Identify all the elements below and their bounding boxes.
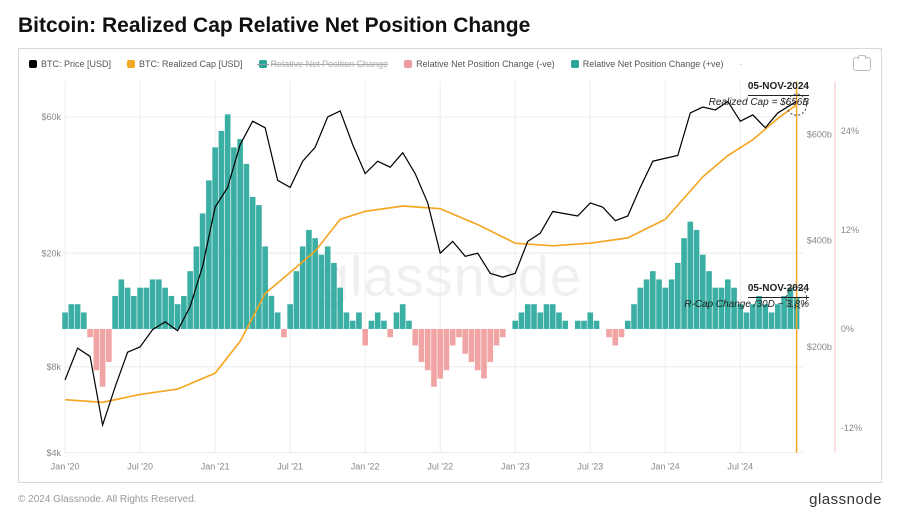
svg-text:Jul '23: Jul '23: [577, 461, 603, 471]
svg-text:0%: 0%: [841, 324, 854, 334]
annot-bot-date: 05-NOV-2024: [748, 283, 809, 298]
legend-neg[interactable]: Relative Net Position Change (-ve): [404, 59, 555, 69]
legend-price[interactable]: BTC: Price [USD]: [29, 59, 111, 69]
camera-icon[interactable]: [853, 57, 871, 71]
svg-text:$400b: $400b: [807, 235, 832, 245]
svg-text:$60k: $60k: [42, 112, 62, 122]
legend-neg-label: Relative Net Position Change (-ve): [416, 59, 555, 69]
brand-logo: glassnode: [809, 491, 882, 508]
svg-text:-12%: -12%: [841, 423, 862, 433]
svg-text:$20k: $20k: [42, 248, 62, 258]
footer: © 2024 Glassnode. All Rights Reserved. g…: [18, 483, 882, 508]
svg-text:Jan '20: Jan '20: [51, 461, 80, 471]
legend-strike[interactable]: Relative Net Position Change: [259, 59, 389, 69]
chart-svg: $4k $8k $20k $60k $200b $400b $600b -12% 0% 12% 24…: [29, 75, 871, 476]
svg-text:$200b: $200b: [807, 342, 832, 352]
svg-text:Jan '24: Jan '24: [651, 461, 680, 471]
copyright: © 2024 Glassnode. All Rights Reserved.: [18, 494, 197, 505]
legend-pos-label: Relative Net Position Change (+ve): [583, 59, 724, 69]
legend-rcap[interactable]: BTC: Realized Cap [USD]: [127, 59, 243, 69]
svg-text:Jul '24: Jul '24: [727, 461, 753, 471]
svg-text:$4k: $4k: [47, 448, 62, 458]
annot-bot-sub: R-Cap Change /30D ~ 3.8%: [684, 299, 809, 310]
svg-text:24%: 24%: [841, 126, 859, 136]
legend-strike-label: Relative Net Position Change: [271, 59, 389, 69]
plot-area[interactable]: glassnode $4k$8k$20k$60k$200b$400b$600b-…: [29, 75, 871, 476]
legend-price-label: BTC: Price [USD]: [41, 59, 111, 69]
annotation-top: 05-NOV-2024 Realized Cap = $656B: [709, 81, 809, 109]
svg-text:Jul '21: Jul '21: [277, 461, 303, 471]
swatch-strike: [259, 60, 267, 68]
svg-text:Jul '20: Jul '20: [127, 461, 153, 471]
swatch-pos: [571, 60, 579, 68]
svg-text:$8k: $8k: [47, 362, 62, 372]
swatch-price: [29, 60, 37, 68]
swatch-rcap: [127, 60, 135, 68]
annot-top-sub: Realized Cap = $656B: [709, 97, 809, 108]
page-title: Bitcoin: Realized Cap Relative Net Posit…: [18, 14, 882, 38]
legend: BTC: Price [USD] BTC: Realized Cap [USD]…: [29, 57, 871, 71]
svg-text:Jan '21: Jan '21: [201, 461, 230, 471]
svg-text:Jul '22: Jul '22: [427, 461, 453, 471]
svg-text:12%: 12%: [841, 225, 859, 235]
svg-text:$600b: $600b: [807, 129, 832, 139]
legend-pos[interactable]: Relative Net Position Change (+ve): [571, 59, 724, 69]
legend-rcap-label: BTC: Realized Cap [USD]: [139, 59, 243, 69]
svg-text:Jan '22: Jan '22: [351, 461, 380, 471]
swatch-neg: [404, 60, 412, 68]
svg-text:Jan '23: Jan '23: [501, 461, 530, 471]
chart-container: BTC: Price [USD] BTC: Realized Cap [USD]…: [18, 48, 882, 483]
annot-top-date: 05-NOV-2024: [748, 81, 809, 96]
annotation-bottom: 05-NOV-2024 R-Cap Change /30D ~ 3.8%: [684, 283, 809, 311]
